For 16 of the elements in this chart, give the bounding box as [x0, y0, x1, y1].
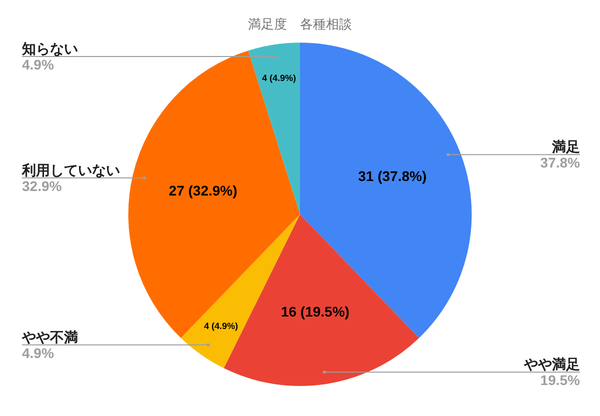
- text: 4.9%: [22, 344, 54, 361]
- slice-label: 満足: [551, 138, 580, 155]
- slice-label: やや不満: [21, 328, 78, 345]
- text: 32.9%: [22, 178, 62, 194]
- text: 19.5%: [540, 372, 581, 388]
- data-label: 31 (37.8%): [358, 168, 427, 184]
- data-label: 4 (4.9%): [204, 321, 238, 332]
- text: 4.9%: [22, 56, 54, 72]
- text: 37.8%: [540, 154, 581, 170]
- data-label: 4 (4.9%): [262, 73, 296, 84]
- chart-title: 満足度 各種相談: [248, 16, 352, 32]
- slice-label: やや満足: [523, 356, 580, 372]
- slice-label: 知らない: [21, 40, 78, 56]
- slice-label: 利用していない: [21, 162, 120, 178]
- data-label: 16 (19.5%): [280, 304, 350, 320]
- data-label: 27 (32.9%): [168, 182, 238, 198]
